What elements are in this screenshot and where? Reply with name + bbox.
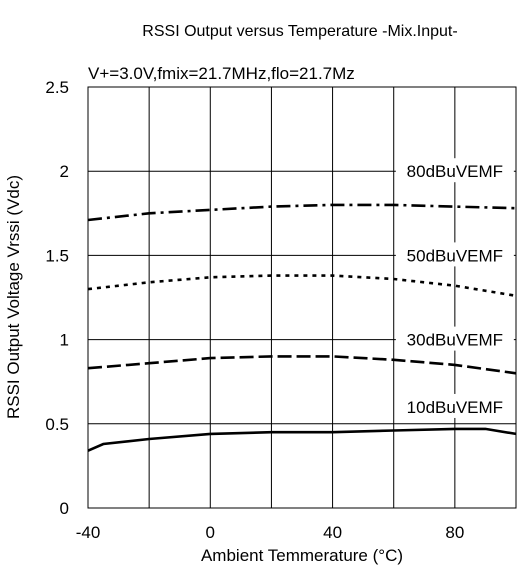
- y-tick-label-2: 1: [60, 331, 69, 350]
- y-axis-ticks: 0 0.5 1 1.5 2 2.5: [45, 78, 69, 518]
- series-label-30dBuVEMF: 30dBuVEMF: [407, 331, 503, 350]
- chart-title: RSSI Output versus Temperature -Mix.Inpu…: [142, 23, 457, 40]
- x-tick-label-0: -40: [76, 523, 101, 542]
- series-line-10dBuVEMF: [87, 427, 517, 452]
- series-line-80dBuVEMF: [87, 203, 517, 222]
- x-tick-label-3: 80: [445, 523, 464, 542]
- series-label-10dBuVEMF: 10dBuVEMF: [407, 398, 503, 417]
- series-label-bg-2: [395, 326, 514, 351]
- y-tick-label-3: 1.5: [45, 246, 69, 265]
- x-tick-label-1: 0: [206, 523, 215, 542]
- x-tick-label-2: 40: [323, 523, 342, 542]
- y-axis-label: RSSI Output Voltage Vrssi (Vdc): [4, 175, 23, 419]
- y-tick-label-5: 2.5: [45, 78, 69, 97]
- series-label-80dBuVEMF: 80dBuVEMF: [407, 162, 503, 181]
- x-axis-label: Ambient Temmerature (°C): [201, 546, 403, 565]
- series-line-50dBuVEMF: [87, 274, 517, 298]
- series-line-30dBuVEMF: [87, 355, 517, 375]
- series-labels: 80dBuVEMF 50dBuVEMF 30dBuVEMF 10dBuVEMF: [395, 158, 514, 418]
- grid: [87, 86, 517, 509]
- y-tick-label-4: 2: [60, 162, 69, 181]
- plot-frame: [87, 86, 517, 509]
- y-tick-label-0: 0: [60, 499, 69, 518]
- series-label-50dBuVEMF: 50dBuVEMF: [407, 246, 503, 265]
- series-label-bg-0: [395, 158, 514, 183]
- chart-subtitle: V+=3.0V,fmix=21.7MHz,flo=21.7Mz: [88, 64, 355, 83]
- y-tick-label-1: 0.5: [45, 415, 69, 434]
- series-layer: [87, 203, 517, 452]
- series-label-bg-1: [395, 242, 514, 267]
- x-axis-ticks: -40 0 40 80: [76, 523, 465, 542]
- series-label-bg-3: [395, 393, 514, 418]
